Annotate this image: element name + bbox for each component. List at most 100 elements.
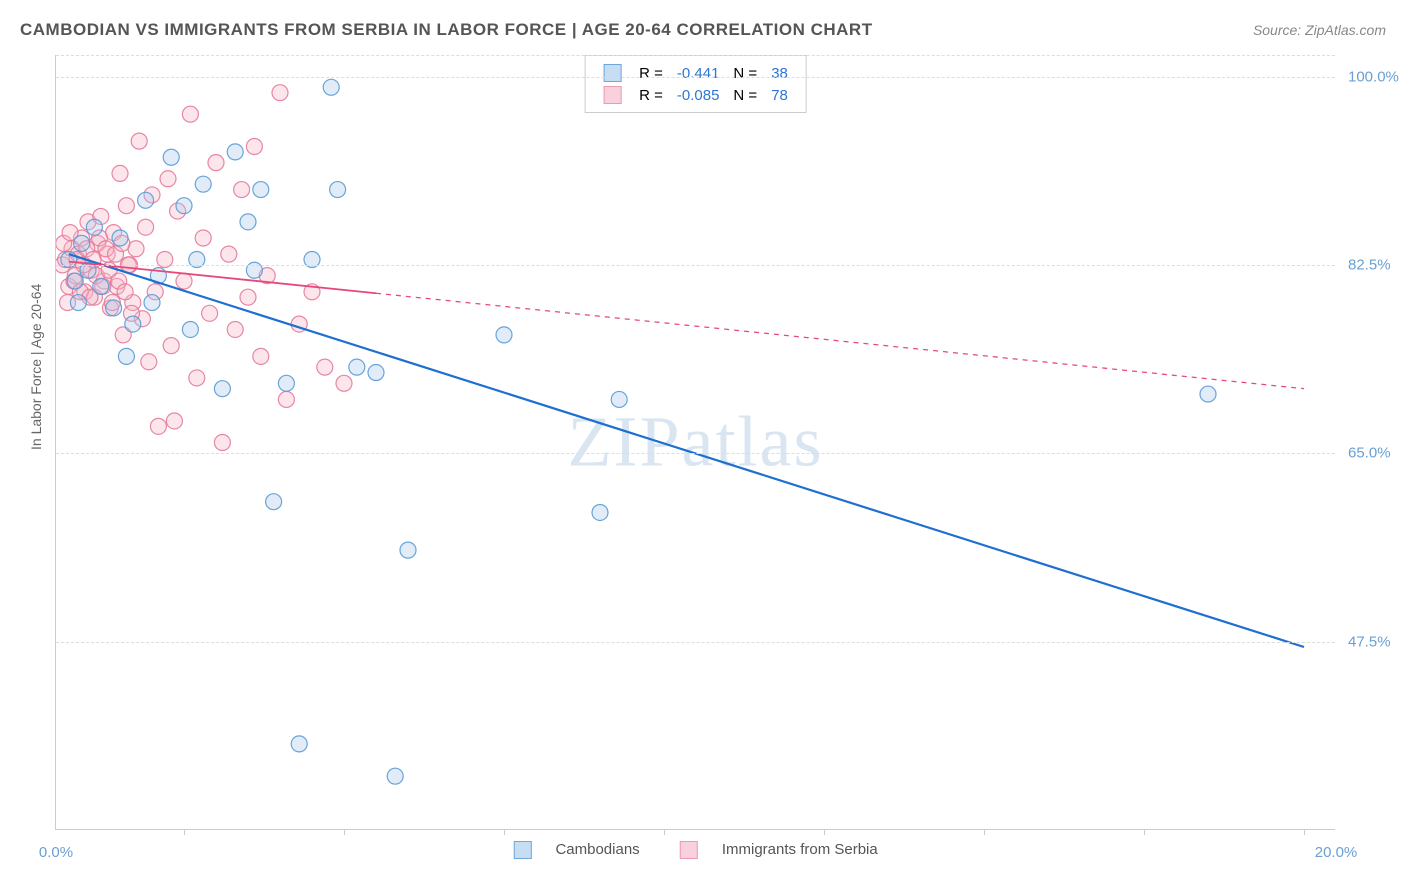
data-point [70,295,86,311]
x-tick-label: 0.0% [39,844,73,861]
r-label: R = [633,85,669,105]
data-point [496,327,512,343]
data-point [246,138,262,154]
data-point [368,365,384,381]
trend-line-solid [69,254,1304,647]
data-point [253,348,269,364]
data-point [182,321,198,337]
gridline-h [56,55,1335,56]
x-tick-mark [824,829,825,835]
r-value: -0.441 [671,63,726,83]
data-point [400,542,416,558]
data-point [131,133,147,149]
x-tick-mark [344,829,345,835]
data-point [234,182,250,198]
chart-title: CAMBODIAN VS IMMIGRANTS FROM SERBIA IN L… [20,20,873,40]
legend-series-name: Cambodians [555,841,639,858]
data-point [163,149,179,165]
data-point [349,359,365,375]
data-point [176,198,192,214]
data-point [253,182,269,198]
series-legend: Cambodians Immigrants from Serbia [493,841,897,859]
data-point [67,273,83,289]
data-point [118,198,134,214]
source-attribution: Source: ZipAtlas.com [1253,22,1386,38]
chart-container: CAMBODIAN VS IMMIGRANTS FROM SERBIA IN L… [0,0,1406,892]
data-point [208,155,224,171]
data-point [160,171,176,187]
n-label: N = [727,63,763,83]
data-point [93,278,109,294]
legend-item: Cambodians [503,841,649,858]
gridline-h [56,453,1335,454]
data-point [240,214,256,230]
y-tick-label: 100.0% [1348,68,1399,85]
gridline-h [56,265,1335,266]
r-label: R = [633,63,669,83]
x-tick-label: 20.0% [1315,844,1358,861]
data-point [278,391,294,407]
data-point [138,219,154,235]
data-point [240,289,256,305]
data-point [112,230,128,246]
data-point [189,370,205,386]
data-point [74,235,90,251]
x-tick-mark [664,829,665,835]
data-point [214,435,230,451]
data-point [317,359,333,375]
data-point [278,375,294,391]
data-point [227,144,243,160]
data-point [336,375,352,391]
source-name: ZipAtlas.com [1305,22,1386,38]
data-point [195,230,211,246]
x-tick-mark [184,829,185,835]
gridline-h [56,642,1335,643]
x-tick-mark [1144,829,1145,835]
data-point [166,413,182,429]
data-point [611,391,627,407]
y-tick-label: 65.0% [1348,445,1391,462]
source-prefix: Source: [1253,22,1305,38]
legend-swatch-icon [603,64,621,82]
data-point [125,316,141,332]
trend-line-dashed [376,293,1304,388]
n-value: 38 [765,63,794,83]
data-point [1200,386,1216,402]
data-point [592,504,608,520]
y-tick-label: 47.5% [1348,633,1391,650]
x-tick-mark [984,829,985,835]
data-point [195,176,211,192]
legend-series-name: Immigrants from Serbia [722,841,878,858]
correlation-row: R =-0.085N =78 [597,85,794,105]
n-label: N = [727,85,763,105]
data-point [86,219,102,235]
n-value: 78 [765,85,794,105]
data-point [141,354,157,370]
data-point [150,418,166,434]
data-point [323,79,339,95]
x-tick-mark [504,829,505,835]
data-point [106,300,122,316]
data-point [272,85,288,101]
legend-item: Immigrants from Serbia [670,841,888,858]
data-point [182,106,198,122]
x-tick-mark [1304,829,1305,835]
data-point [138,192,154,208]
data-point [221,246,237,262]
y-tick-label: 82.5% [1348,256,1391,273]
data-point [118,348,134,364]
data-point [144,295,160,311]
gridline-h [56,77,1335,78]
correlation-row: R =-0.441N =38 [597,63,794,83]
data-point [112,165,128,181]
legend-swatch-icon [513,841,531,859]
header: CAMBODIAN VS IMMIGRANTS FROM SERBIA IN L… [20,20,1386,40]
data-point [330,182,346,198]
data-point [202,305,218,321]
data-point [214,381,230,397]
data-point [117,284,133,300]
r-value: -0.085 [671,85,726,105]
data-point [291,736,307,752]
data-point [266,494,282,510]
legend-swatch-icon [603,86,621,104]
